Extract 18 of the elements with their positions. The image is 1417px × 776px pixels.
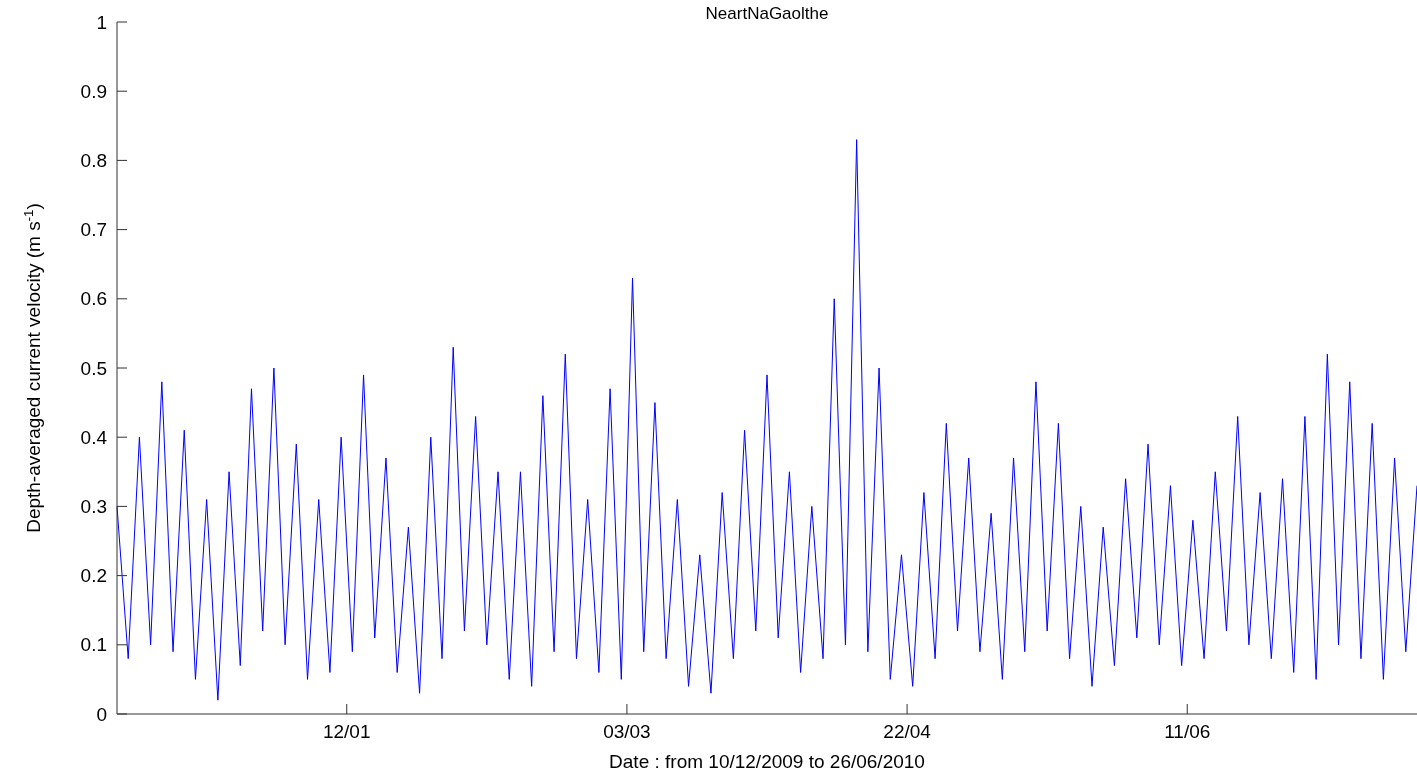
y-tick-label: 0.3 (80, 496, 107, 518)
y-tick-label: 0.9 (80, 80, 107, 102)
x-tick-label: 12/01 (322, 721, 371, 742)
line-series (116, 139, 1417, 701)
y-tick-label: 0.2 (80, 565, 107, 587)
y-tick-label: 0.7 (80, 219, 107, 241)
x-tick-label: 11/06 (1164, 721, 1211, 742)
y-tick-label: 0.8 (80, 150, 107, 172)
x-tick-label: 03/03 (603, 721, 651, 742)
y-tick-label: 0.4 (80, 426, 108, 448)
y-tick-label: 0.1 (80, 634, 107, 656)
y-tick-label: 0.5 (80, 357, 107, 379)
y-tick-label: 0.6 (80, 288, 107, 310)
x-tick-label: 22/04 (883, 721, 932, 742)
y-tick-label: 0 (96, 703, 107, 725)
x-axis-title: Date : from 10/12/2009 to 26/06/2010 (609, 751, 925, 772)
y-tick-label: 1 (96, 11, 107, 33)
chart-title: NeartNaGaolthe (705, 4, 829, 23)
